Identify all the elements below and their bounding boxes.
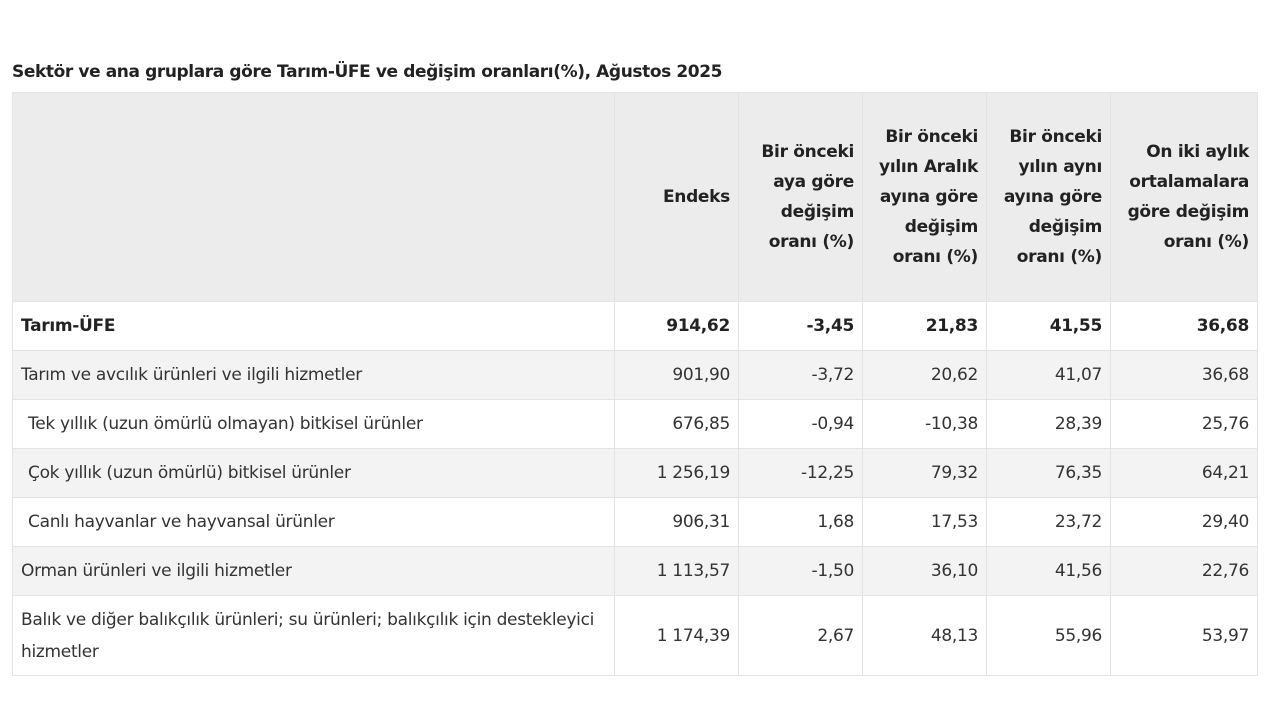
cell-annual-change: 55,96: [986, 595, 1111, 676]
cell-annual-change: 76,35: [986, 448, 1111, 498]
cell-12-month-avg-change: 53,97: [1110, 595, 1258, 676]
table-row: Tek yıllık (uzun ömürlü olmayan) bitkise…: [12, 399, 1258, 449]
cell-december-change: -10,38: [862, 399, 987, 449]
row-label: Orman ürünleri ve ilgili hizmetler: [12, 546, 615, 596]
header-label: [12, 92, 615, 302]
header-monthly-change: Bir önceki aya göre değişim oranı (%): [738, 92, 863, 302]
cell-monthly-change: -12,25: [738, 448, 863, 498]
cell-december-change: 21,83: [862, 301, 987, 351]
table-title: Sektör ve ana gruplara göre Tarım-ÜFE ve…: [12, 62, 723, 82]
row-label: Çok yıllık (uzun ömürlü) bitkisel ürünle…: [12, 448, 615, 498]
cell-monthly-change: -0,94: [738, 399, 863, 449]
cell-monthly-change: -1,50: [738, 546, 863, 596]
cell-annual-change: 41,56: [986, 546, 1111, 596]
header-12-month-avg-change: On iki aylık ortalamalara göre değişim o…: [1110, 92, 1258, 302]
cell-annual-change: 28,39: [986, 399, 1111, 449]
cell-endeks: 1 174,39: [614, 595, 739, 676]
row-label: Balık ve diğer balıkçılık ürünleri; su ü…: [12, 595, 615, 676]
cell-december-change: 20,62: [862, 350, 987, 400]
cell-december-change: 79,32: [862, 448, 987, 498]
cell-december-change: 17,53: [862, 497, 987, 547]
table-row: Tarım-ÜFE 914,62 -3,45 21,83 41,55 36,68: [12, 301, 1258, 351]
cell-12-month-avg-change: 29,40: [1110, 497, 1258, 547]
cell-annual-change: 23,72: [986, 497, 1111, 547]
cell-12-month-avg-change: 36,68: [1110, 301, 1258, 351]
header-endeks: Endeks: [614, 92, 739, 302]
table-row: Tarım ve avcılık ürünleri ve ilgili hizm…: [12, 350, 1258, 400]
header-annual-change: Bir önceki yılın aynı ayına göre değişim…: [986, 92, 1111, 302]
cell-monthly-change: 1,68: [738, 497, 863, 547]
cell-december-change: 48,13: [862, 595, 987, 676]
row-label: Tek yıllık (uzun ömürlü olmayan) bitkise…: [12, 399, 615, 449]
cell-12-month-avg-change: 22,76: [1110, 546, 1258, 596]
cell-endeks: 906,31: [614, 497, 739, 547]
row-label: Tarım ve avcılık ürünleri ve ilgili hizm…: [12, 350, 615, 400]
header-december-change: Bir önceki yılın Aralık ayına göre değiş…: [862, 92, 987, 302]
cell-monthly-change: -3,45: [738, 301, 863, 351]
cell-monthly-change: -3,72: [738, 350, 863, 400]
tarim-ufe-table: Endeks Bir önceki aya göre değişim oranı…: [12, 92, 1258, 676]
cell-endeks: 901,90: [614, 350, 739, 400]
cell-annual-change: 41,07: [986, 350, 1111, 400]
table-header-row: Endeks Bir önceki aya göre değişim oranı…: [12, 92, 1258, 302]
cell-12-month-avg-change: 25,76: [1110, 399, 1258, 449]
cell-endeks: 1 113,57: [614, 546, 739, 596]
table-row: Balık ve diğer balıkçılık ürünleri; su ü…: [12, 595, 1258, 676]
table-row: Orman ürünleri ve ilgili hizmetler 1 113…: [12, 546, 1258, 596]
cell-12-month-avg-change: 64,21: [1110, 448, 1258, 498]
cell-endeks: 676,85: [614, 399, 739, 449]
row-label: Canlı hayvanlar ve hayvansal ürünler: [12, 497, 615, 547]
cell-monthly-change: 2,67: [738, 595, 863, 676]
cell-december-change: 36,10: [862, 546, 987, 596]
row-label: Tarım-ÜFE: [12, 301, 615, 351]
cell-endeks: 1 256,19: [614, 448, 739, 498]
cell-endeks: 914,62: [614, 301, 739, 351]
cell-12-month-avg-change: 36,68: [1110, 350, 1258, 400]
cell-annual-change: 41,55: [986, 301, 1111, 351]
table-row: Çok yıllık (uzun ömürlü) bitkisel ürünle…: [12, 448, 1258, 498]
table-row: Canlı hayvanlar ve hayvansal ürünler 906…: [12, 497, 1258, 547]
